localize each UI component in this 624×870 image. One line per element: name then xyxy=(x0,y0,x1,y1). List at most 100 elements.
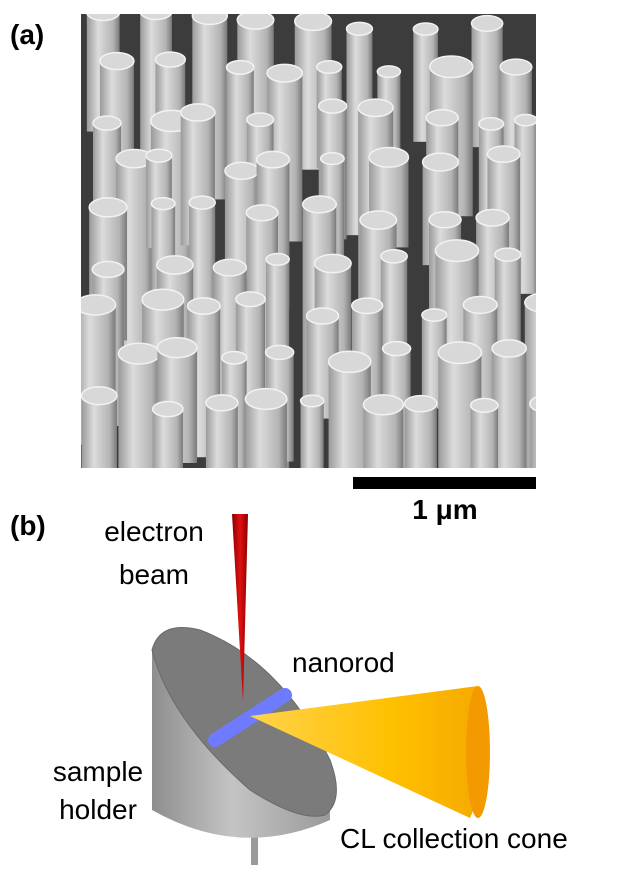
sem-rod xyxy=(227,61,254,75)
sem-rod xyxy=(515,115,538,126)
sem-rod xyxy=(500,59,532,75)
sem-rod xyxy=(552,347,592,367)
sem-rod xyxy=(537,73,565,179)
sem-rod xyxy=(530,404,565,505)
sem-rod xyxy=(405,396,437,412)
sem-rod xyxy=(206,395,238,411)
panel-label: (b) xyxy=(10,510,46,541)
sample-holder-label: holder xyxy=(59,794,137,825)
sem-rod xyxy=(472,16,503,32)
sem-rod xyxy=(471,399,498,413)
sem-rod xyxy=(266,345,294,359)
sem-rod xyxy=(192,7,227,24)
sem-rod xyxy=(426,110,458,126)
sem-rod xyxy=(307,308,339,324)
sem-rod xyxy=(237,11,273,29)
scale-bar xyxy=(353,477,536,489)
sem-rod xyxy=(142,289,184,310)
sem-rod xyxy=(429,212,461,228)
sem-rod xyxy=(381,250,407,263)
sem-rod xyxy=(236,292,265,307)
sem-rod xyxy=(552,357,592,510)
sem-rod xyxy=(213,259,246,276)
sem-rod xyxy=(315,254,351,272)
sem-rod xyxy=(151,198,175,210)
sem-rod xyxy=(301,401,324,608)
sem-rod xyxy=(525,293,563,312)
sem-rod xyxy=(303,196,337,213)
sem-rod xyxy=(245,399,287,518)
sem-rod xyxy=(438,342,481,364)
sem-rod xyxy=(82,396,117,503)
panel-label: (a) xyxy=(10,19,44,50)
sem-rod xyxy=(495,248,521,261)
sem-rod xyxy=(352,298,383,313)
sem-rod xyxy=(301,395,324,407)
sem-rod xyxy=(358,99,393,116)
electron-beam-label: electron xyxy=(104,516,204,547)
sem-rod xyxy=(381,256,407,349)
sem-rod xyxy=(92,262,124,278)
sem-rod xyxy=(157,338,197,358)
sem-rod xyxy=(75,295,115,315)
sem-rod xyxy=(540,12,566,25)
sem-rod xyxy=(82,387,117,405)
sem-rod xyxy=(383,342,411,356)
sem-rod xyxy=(89,198,127,217)
sem-rod xyxy=(363,395,403,415)
sem-rod xyxy=(492,340,526,357)
sem-rod xyxy=(181,104,215,121)
sem-rod xyxy=(435,240,478,262)
sample-holder-label: sample xyxy=(53,756,143,787)
sem-rod xyxy=(479,118,504,130)
sem-rod xyxy=(552,161,584,363)
sem-rod xyxy=(423,153,459,171)
sem-rod xyxy=(222,352,247,364)
page: (a) 1 μm (b) electron beam nanorod sampl… xyxy=(0,0,624,865)
sem-rod xyxy=(225,162,259,179)
sem-rod xyxy=(487,146,520,162)
sem-rod xyxy=(153,401,183,416)
sem-rod xyxy=(100,53,134,70)
sem-rod xyxy=(93,116,121,130)
sem-rod xyxy=(246,205,278,221)
sem-rod xyxy=(146,149,172,162)
sem-rod xyxy=(319,99,347,113)
sem-rod xyxy=(530,395,565,412)
sem-rod xyxy=(245,389,287,410)
sem-rod xyxy=(557,262,586,399)
sem-rod xyxy=(552,153,584,169)
sem-rod xyxy=(430,56,473,78)
sem-rod xyxy=(118,343,160,364)
sem-rod xyxy=(247,113,274,126)
sem-rod xyxy=(140,4,172,20)
sem-rod xyxy=(295,12,332,30)
sem-rod xyxy=(377,66,400,78)
sem-rod xyxy=(266,254,289,266)
sem-rod xyxy=(463,296,497,313)
sem-rod xyxy=(476,210,509,226)
sem-rod xyxy=(540,19,566,137)
sem-rod xyxy=(317,61,342,73)
sem-rod xyxy=(206,403,238,503)
sem-rod xyxy=(537,66,565,80)
sem-rod xyxy=(557,255,586,269)
sem-rod xyxy=(369,147,408,167)
sem-rod xyxy=(422,309,447,321)
sem-rod xyxy=(157,256,193,274)
electron-beam-label: beam xyxy=(119,559,189,590)
cl-cone-label: CL collection cone xyxy=(340,823,568,854)
sem-rod xyxy=(257,151,290,167)
figure: (a) 1 μm (b) electron beam nanorod sampl… xyxy=(0,0,624,865)
sem-rod xyxy=(360,211,397,229)
sem-rod xyxy=(540,215,574,405)
sem-rod xyxy=(413,23,438,35)
sem-rod xyxy=(329,351,371,372)
sem-rod xyxy=(189,196,215,209)
sem-rod xyxy=(87,4,120,20)
sem-rod xyxy=(321,153,344,165)
sem-rod xyxy=(347,22,373,35)
sem-rod xyxy=(540,206,574,223)
sem-rod xyxy=(188,298,221,314)
cl-cone-opening xyxy=(466,686,490,818)
